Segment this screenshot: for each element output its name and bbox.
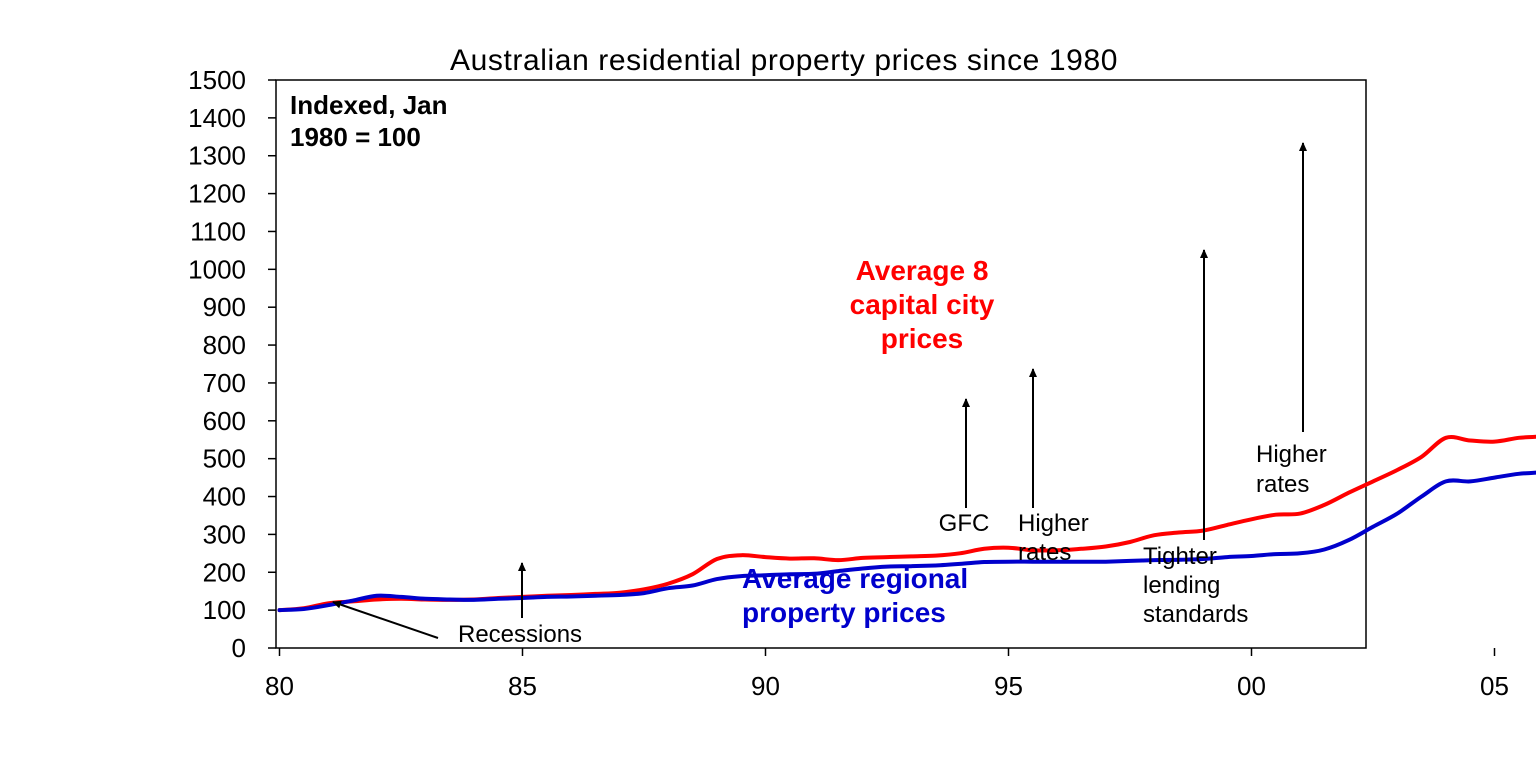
y-tick-label: 1100 bbox=[190, 216, 246, 246]
y-tick-label: 500 bbox=[203, 444, 246, 474]
index-note-line-2: 1980 = 100 bbox=[290, 122, 421, 152]
y-tick-label: 400 bbox=[203, 482, 246, 512]
series-label-capital-line-2: capital city bbox=[850, 289, 995, 320]
annotation-tighter-lending: Tighter lending standards bbox=[1143, 249, 1248, 628]
y-tick-label: 1500 bbox=[188, 65, 246, 95]
x-tick-label: 95 bbox=[994, 671, 1023, 701]
y-tick-label: 900 bbox=[203, 292, 246, 322]
annotation-tighter-line-3: standards bbox=[1143, 601, 1248, 628]
annotation-higher-rates-2022-line-2: rates bbox=[1256, 471, 1309, 498]
y-tick-label: 1000 bbox=[188, 254, 246, 284]
series-line-regional bbox=[277, 470, 1536, 613]
x-tick-label: 85 bbox=[508, 671, 537, 701]
annotation-recessions: Recessions bbox=[332, 562, 582, 648]
annotation-tighter-line-1: Tighter bbox=[1143, 543, 1217, 570]
x-axis: 808590950005101520 bbox=[265, 648, 1509, 701]
plot-area bbox=[275, 79, 1367, 649]
y-tick-label: 1300 bbox=[188, 141, 246, 171]
annotation-gfc: GFC bbox=[939, 398, 990, 537]
series-label-capital-city: Average 8 capital city prices bbox=[850, 255, 995, 354]
annotation-tighter-line-2: lending bbox=[1143, 572, 1220, 599]
annotation-recessions-arrow-1 bbox=[332, 600, 439, 639]
y-tick-label: 1400 bbox=[188, 103, 246, 133]
annotation-higher-rates-2011: Higher rates bbox=[1018, 368, 1089, 566]
x-tick-label: 80 bbox=[265, 671, 294, 701]
annotation-higher-rates-2022: Higher rates bbox=[1256, 142, 1327, 498]
y-tick-label: 100 bbox=[203, 595, 246, 625]
series-label-regional-line-2: property prices bbox=[742, 597, 946, 628]
series-label-capital-line-1: Average 8 bbox=[856, 255, 989, 286]
y-tick-label: 600 bbox=[203, 406, 246, 436]
x-tick-label: 05 bbox=[1480, 671, 1509, 701]
annotation-higher-rates-2022-line-1: Higher bbox=[1256, 441, 1327, 468]
series-label-capital-line-3: prices bbox=[881, 323, 964, 354]
series-label-regional-line-1: Average regional bbox=[742, 563, 968, 594]
series-label-regional: Average regional property prices bbox=[742, 563, 968, 628]
annotation-higher-rates-2011-line-1: Higher bbox=[1018, 510, 1089, 537]
annotation-recessions-text: Recessions bbox=[458, 621, 582, 648]
y-axis: 0 100 200 300 400 500 600 700 800 900 1000 1100 1200… bbox=[188, 65, 276, 663]
x-tick-label: 90 bbox=[751, 671, 780, 701]
y-tick-label: 0 bbox=[232, 633, 246, 663]
y-tick-label: 700 bbox=[203, 368, 246, 398]
annotation-gfc-text: GFC bbox=[939, 510, 990, 537]
y-tick-label: 200 bbox=[203, 557, 246, 587]
index-note-line-1: Indexed, Jan bbox=[290, 90, 448, 120]
chart-title: Australian residential property prices s… bbox=[450, 44, 1118, 77]
series-line-capital-city bbox=[277, 434, 1536, 613]
y-tick-label: 300 bbox=[203, 519, 246, 549]
x-tick-label: 00 bbox=[1237, 671, 1266, 701]
annotation-higher-rates-2011-line-2: rates bbox=[1018, 539, 1071, 566]
y-tick-label: 1200 bbox=[188, 179, 246, 209]
y-tick-label: 800 bbox=[203, 330, 246, 360]
